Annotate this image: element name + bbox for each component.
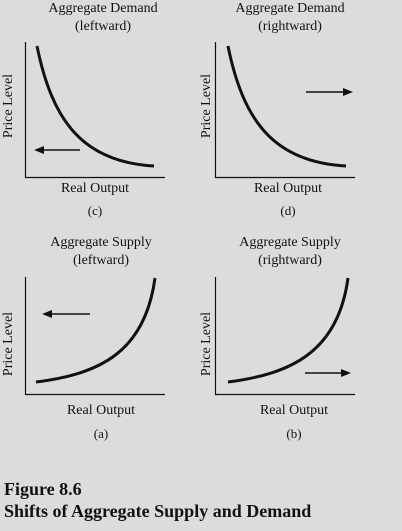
panel-label: (c) [87, 203, 103, 218]
x-axis-label: Real Output [259, 403, 329, 418]
panel-title: Aggregate Supply [239, 235, 341, 250]
supply-curve [227, 277, 350, 384]
panel-subtitle: (rightward) [258, 19, 322, 34]
figure-title: Shifts of Aggregate Supply and Demand [4, 501, 312, 521]
shift-arrow-head [343, 88, 353, 96]
x-axis-label: Real Output [253, 181, 323, 196]
panel-label: (d) [280, 203, 296, 218]
panel-title: Aggregate Demand [48, 1, 158, 16]
panel-label: (a) [93, 426, 109, 441]
supply-curve [35, 277, 157, 384]
diagram-d [214, 42, 355, 179]
panel-b: Aggregate Supply (rightward) Price Level… [199, 232, 402, 462]
panel-title: Aggregate Supply [50, 235, 152, 250]
demand-curve [226, 45, 347, 168]
panel-subtitle: (leftward) [73, 253, 129, 268]
panel-subtitle: (leftward) [75, 19, 131, 34]
panel-title: Aggregate Demand [235, 1, 345, 16]
panel-label: (b) [286, 426, 302, 441]
x-axis-label: Real Output [60, 181, 130, 196]
shift-arrow-head [34, 146, 44, 154]
diagram-c [24, 42, 165, 179]
shift-arrow-head [42, 310, 52, 318]
figure-caption: Figure 8.6 Shifts of Aggregate Supply an… [4, 478, 311, 522]
x-axis-label: Real Output [66, 403, 136, 418]
diagram-a [24, 277, 165, 396]
demand-curve [35, 45, 155, 168]
panel-subtitle: (rightward) [258, 253, 322, 268]
figure-number: Figure 8.6 [4, 479, 82, 499]
panel-c: Aggregate Demand (leftward) Price Level … [0, 0, 201, 230]
panel-a: Aggregate Supply (leftward) Price Level … [0, 232, 201, 462]
diagram-b [214, 277, 355, 396]
shift-arrow-head [341, 369, 351, 377]
panel-d: Aggregate Demand (rightward) Price Level… [199, 0, 402, 230]
